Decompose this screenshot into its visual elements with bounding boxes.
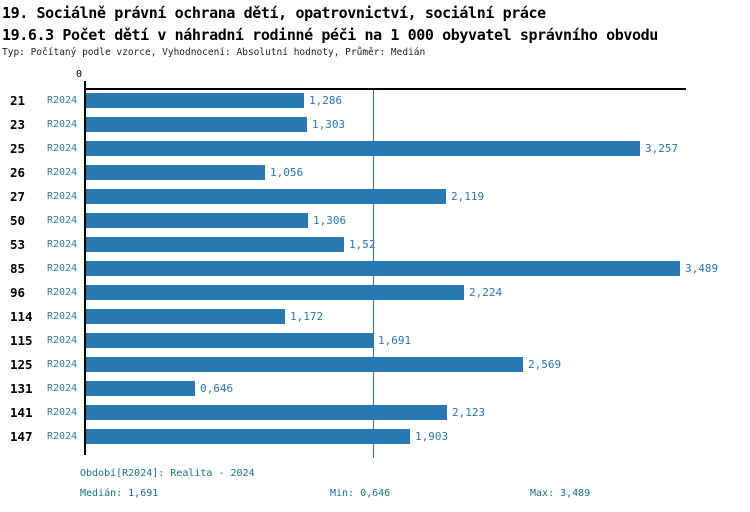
bar-value-label: 3,257 xyxy=(645,142,679,155)
series-period-badge: R2024 xyxy=(47,143,78,154)
row-label: 85 xyxy=(10,261,26,276)
series-period-badge: R2024 xyxy=(47,311,78,322)
series-period-badge: R2024 xyxy=(47,191,78,202)
footer-max-stat: Max: 3,489 xyxy=(530,488,591,499)
bar xyxy=(86,261,680,276)
y-axis-line xyxy=(84,81,86,455)
series-period-badge: R2024 xyxy=(47,215,78,226)
bar xyxy=(86,237,344,252)
row-label: 147 xyxy=(10,429,33,444)
bar-value-label: 1,691 xyxy=(378,334,412,347)
chart-title: 19.6.3 Počet dětí v náhradní rodinné péč… xyxy=(2,26,658,44)
series-period-badge: R2024 xyxy=(47,431,78,442)
series-period-badge: R2024 xyxy=(47,167,78,178)
row-label: 50 xyxy=(10,213,26,228)
bar xyxy=(86,285,464,300)
bar-value-label: 1,903 xyxy=(415,430,449,443)
bar xyxy=(86,309,285,324)
bar-value-label: 1,172 xyxy=(290,310,324,323)
bar-value-label: 1,306 xyxy=(313,214,347,227)
bar-value-label: 2,119 xyxy=(451,190,485,203)
bar xyxy=(86,357,523,372)
bar-value-label: 1,056 xyxy=(270,166,304,179)
row-label: 96 xyxy=(10,285,26,300)
row-label: 131 xyxy=(10,381,33,396)
bar-value-label: 2,569 xyxy=(528,358,562,371)
series-period-badge: R2024 xyxy=(47,287,78,298)
series-period-badge: R2024 xyxy=(47,263,78,274)
bar xyxy=(86,189,446,204)
row-label: 114 xyxy=(10,309,33,324)
row-label: 23 xyxy=(10,117,26,132)
footer-min-stat: Min: 0,646 xyxy=(330,488,391,499)
series-period-badge: R2024 xyxy=(47,383,78,394)
row-label: 53 xyxy=(10,237,26,252)
bar-value-label: 1,303 xyxy=(312,118,346,131)
series-period-badge: R2024 xyxy=(47,407,78,418)
row-label: 115 xyxy=(10,333,33,348)
bar xyxy=(86,165,265,180)
bar xyxy=(86,429,410,444)
row-label: 21 xyxy=(10,93,26,108)
row-label: 25 xyxy=(10,141,26,156)
page-title: 19. Sociálně právní ochrana dětí, opatro… xyxy=(2,4,546,22)
bar xyxy=(86,405,447,420)
series-period-badge: R2024 xyxy=(47,239,78,250)
bar xyxy=(86,333,373,348)
series-period-badge: R2024 xyxy=(47,95,78,106)
bar-value-label: 2,123 xyxy=(452,406,486,419)
bar-value-label: 1,52 xyxy=(349,238,376,251)
footer-median-stat: Medián: 1,691 xyxy=(80,488,159,499)
x-axis-zero-tick-label: 0 xyxy=(75,69,83,80)
bar-value-label: 3,489 xyxy=(685,262,719,275)
row-label: 26 xyxy=(10,165,26,180)
bar xyxy=(86,117,307,132)
series-period-badge: R2024 xyxy=(47,335,78,346)
bar-value-label: 2,224 xyxy=(469,286,503,299)
x-axis-line xyxy=(85,88,686,90)
series-period-badge: R2024 xyxy=(47,119,78,130)
bar xyxy=(86,141,640,156)
bar xyxy=(86,381,195,396)
chart-subtitle: Typ: Počítaný podle vzorce, Vyhodnocení:… xyxy=(2,47,426,58)
series-period-badge: R2024 xyxy=(47,359,78,370)
bar xyxy=(86,213,308,228)
row-label: 125 xyxy=(10,357,33,372)
footer-period-label: Období[R2024]: Realita - 2024 xyxy=(80,468,255,479)
bar-value-label: 0,646 xyxy=(200,382,234,395)
row-label: 27 xyxy=(10,189,26,204)
bar-value-label: 1,286 xyxy=(309,94,343,107)
bar xyxy=(86,93,304,108)
row-label: 141 xyxy=(10,405,33,420)
